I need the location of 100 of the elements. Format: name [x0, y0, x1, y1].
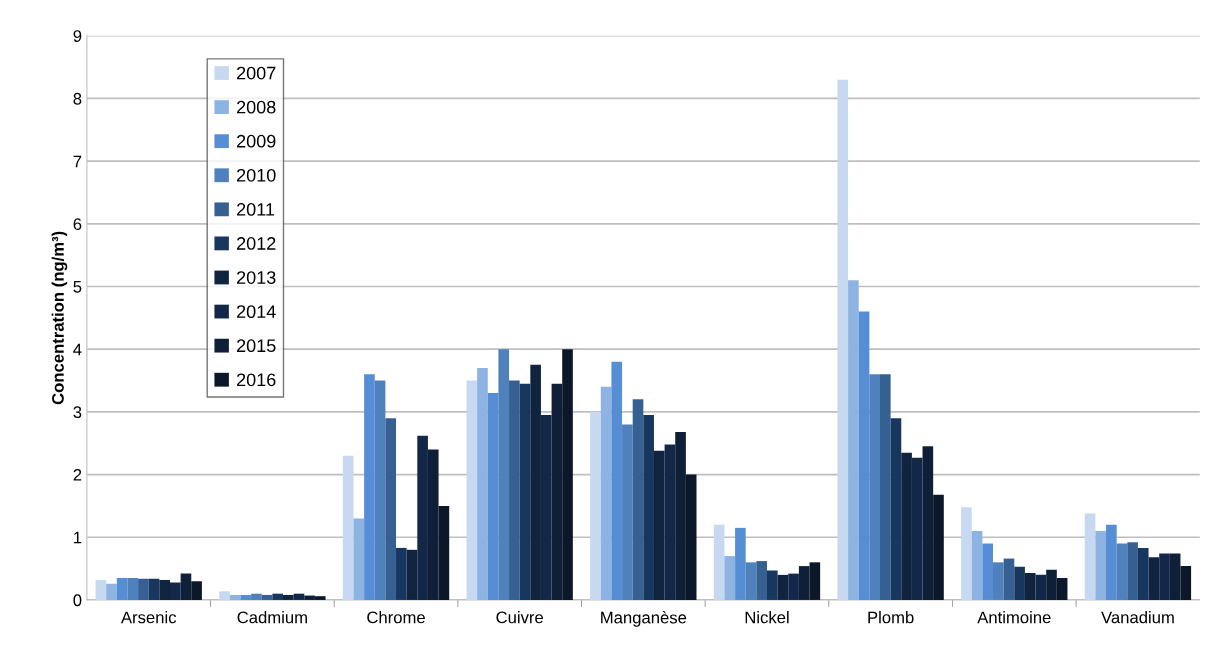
x-tick-label: Chrome	[367, 611, 425, 624]
bar	[342, 455, 354, 600]
bar	[427, 449, 439, 600]
bar	[1084, 513, 1096, 600]
y-tick-label: 1	[74, 531, 82, 544]
bar	[724, 556, 736, 600]
bar	[993, 562, 1004, 600]
bar	[922, 446, 934, 600]
bar	[191, 581, 202, 600]
y-axis-title: Concentration (ng/m³)	[51, 231, 68, 405]
bar	[519, 383, 531, 600]
bar	[809, 562, 821, 600]
bar	[600, 386, 612, 600]
bar	[675, 431, 686, 600]
bar	[745, 562, 757, 600]
legend-label: 2015	[237, 339, 276, 353]
bar	[138, 578, 149, 600]
bar	[622, 424, 633, 600]
legend-label: 2014	[237, 305, 276, 319]
bar	[477, 368, 488, 600]
bar	[713, 524, 725, 600]
bar	[643, 415, 654, 600]
bar	[127, 578, 139, 600]
y-tick-label: 3	[73, 406, 82, 419]
bar	[498, 349, 510, 600]
bar	[509, 380, 520, 600]
bar	[1014, 566, 1025, 600]
y-tick-label: 2	[73, 468, 82, 481]
bar	[272, 593, 284, 600]
bar	[890, 418, 902, 600]
bar	[1003, 558, 1015, 600]
bar	[562, 349, 573, 600]
bar	[219, 591, 230, 600]
x-tick-label: Nickel	[745, 611, 789, 624]
bar	[735, 527, 746, 600]
bar	[1116, 543, 1128, 600]
bar	[1169, 553, 1181, 600]
bar	[304, 595, 315, 600]
bar	[261, 594, 273, 600]
bar	[396, 547, 407, 600]
y-tick-label: 9	[73, 30, 82, 42]
bar	[385, 418, 397, 600]
y-tick-label: 6	[73, 218, 82, 231]
bar	[466, 380, 478, 600]
bar	[1106, 524, 1117, 600]
bar	[1180, 566, 1192, 600]
legend-label: 2011	[237, 203, 275, 216]
bar	[590, 411, 601, 600]
x-tick-label: Arsenic	[120, 611, 177, 624]
bar	[1137, 547, 1149, 600]
bar	[551, 383, 563, 600]
bar	[314, 596, 326, 600]
bar	[180, 573, 192, 600]
bar	[961, 507, 972, 600]
bar	[240, 594, 252, 600]
bar	[971, 530, 983, 600]
bar	[869, 374, 880, 600]
bar	[848, 280, 859, 600]
bar	[880, 374, 891, 600]
bar	[1095, 530, 1107, 600]
bar	[982, 543, 994, 600]
bar	[364, 374, 375, 600]
legend-label: 2008	[237, 100, 276, 114]
legend-label: 2012	[237, 237, 276, 250]
bar	[438, 505, 450, 600]
y-tick-label: 8	[73, 92, 82, 105]
legend-label: 2016	[237, 373, 276, 387]
bar	[1127, 542, 1138, 600]
bar	[374, 380, 386, 600]
legend-label: 2007	[237, 66, 276, 80]
legend-label: 2010	[237, 168, 276, 182]
bar	[116, 578, 128, 600]
y-tick-label: 4	[73, 343, 82, 356]
y-tick-label: 7	[73, 155, 82, 168]
bar	[858, 311, 870, 600]
bar	[798, 566, 810, 600]
legend-label: 2009	[237, 134, 276, 148]
bar	[933, 494, 944, 600]
bar	[353, 518, 365, 600]
bar	[766, 570, 778, 600]
legend-label: 2013	[237, 271, 276, 284]
x-tick-label: Cuivre	[496, 611, 544, 624]
y-tick-label: 0	[73, 594, 82, 607]
bar	[487, 393, 499, 600]
y-tick-label: 5	[73, 281, 82, 293]
bar	[632, 399, 644, 600]
bar	[95, 579, 107, 600]
x-tick-label: Cadmium	[237, 611, 307, 624]
x-tick-label: Plomb	[868, 611, 914, 624]
bar	[685, 474, 697, 600]
bar	[251, 593, 262, 600]
bar	[229, 594, 241, 600]
bar	[1056, 578, 1068, 600]
bar	[1046, 569, 1057, 600]
bar	[837, 79, 849, 600]
x-tick-label: Manganèse	[601, 611, 687, 627]
bar	[611, 361, 623, 600]
bar	[756, 561, 767, 600]
bar	[148, 578, 160, 600]
x-tick-label: Vanadium	[1101, 611, 1174, 624]
